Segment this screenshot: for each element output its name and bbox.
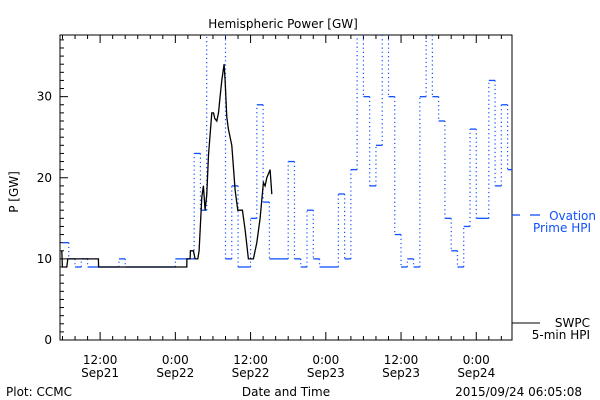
swpc-point xyxy=(206,193,208,195)
swpc-point xyxy=(244,229,246,231)
plot-timestamp: 2015/09/24 06:05:08 xyxy=(455,385,582,399)
y-tick-label: 10 xyxy=(37,252,52,266)
y-tick-label: 0 xyxy=(44,333,52,347)
swpc-point xyxy=(226,116,228,118)
swpc-point xyxy=(231,144,233,146)
swpc-point xyxy=(98,258,99,260)
swpc-point xyxy=(186,266,188,268)
swpc-point xyxy=(66,266,68,268)
swpc-point xyxy=(211,112,213,114)
x-tick-label-date: Sep23 xyxy=(382,366,420,380)
x-tick-label-date: Sep22 xyxy=(156,366,194,380)
swpc-point xyxy=(218,112,219,114)
x-tick-label-date: Sep23 xyxy=(307,366,345,380)
swpc-point xyxy=(189,250,191,252)
x-tick-label-time: 12:00 xyxy=(384,353,419,367)
x-tick-label-date: Sep21 xyxy=(81,366,119,380)
swpc-point xyxy=(194,258,196,260)
swpc-point xyxy=(98,266,99,268)
legend-swpc-label-1: SWPC xyxy=(555,316,590,330)
swpc-point xyxy=(62,266,63,268)
swpc-point xyxy=(203,185,204,187)
swpc-point xyxy=(67,258,69,260)
swpc-point xyxy=(256,242,258,244)
swpc-point xyxy=(271,193,273,195)
x-tick-label-time: 0:00 xyxy=(463,353,490,367)
swpc-point xyxy=(198,250,200,252)
swpc-point xyxy=(224,80,226,81)
plot-credit: Plot: CCMC xyxy=(6,385,72,399)
legend-swpc-label-2: 5-min HPI xyxy=(532,328,590,342)
swpc-point xyxy=(242,209,243,211)
swpc-point xyxy=(263,182,264,184)
swpc-point xyxy=(219,96,221,98)
legend-ovation-label-2: Prime HPI xyxy=(533,221,591,235)
x-tick-label-time: 12:00 xyxy=(83,353,118,367)
swpc-point xyxy=(213,112,214,114)
swpc-point xyxy=(228,128,229,130)
swpc-point xyxy=(197,258,199,260)
swpc-point xyxy=(223,63,225,65)
y-tick-label: 20 xyxy=(37,171,52,185)
y-tick-label: 30 xyxy=(37,90,52,104)
plot-frame xyxy=(59,34,513,341)
swpc-point xyxy=(214,118,216,119)
swpc-point xyxy=(61,250,63,252)
swpc-point xyxy=(253,258,254,260)
x-tick-label-time: 0:00 xyxy=(312,353,339,367)
swpc-point xyxy=(186,258,188,260)
swpc-line xyxy=(61,64,273,268)
swpc-point xyxy=(259,217,261,219)
swpc-point xyxy=(266,177,268,179)
chart-title: Hemispheric Power [GW] xyxy=(208,17,358,31)
swpc-point xyxy=(248,258,249,260)
x-axis-label: Date and Time xyxy=(242,385,330,399)
swpc-point xyxy=(237,209,239,211)
swpc-point xyxy=(216,120,218,122)
y-axis-label: P [GW] xyxy=(7,171,21,213)
swpc-point xyxy=(264,185,266,187)
swpc-point xyxy=(201,196,203,198)
x-tick-label-date: Sep22 xyxy=(232,366,270,380)
swpc-point xyxy=(189,258,191,260)
swpc-point xyxy=(221,80,223,81)
swpc-point xyxy=(269,169,271,171)
swpc-point xyxy=(193,250,194,252)
x-tick-label-time: 0:00 xyxy=(162,353,189,367)
swpc-point xyxy=(234,189,236,191)
x-tick-label-time: 12:00 xyxy=(233,353,268,367)
swpc-point xyxy=(208,154,209,156)
swpc-point xyxy=(204,209,206,211)
legend-ovation-label-1: Ovation xyxy=(549,209,596,223)
x-tick-label-date: Sep24 xyxy=(457,366,495,380)
